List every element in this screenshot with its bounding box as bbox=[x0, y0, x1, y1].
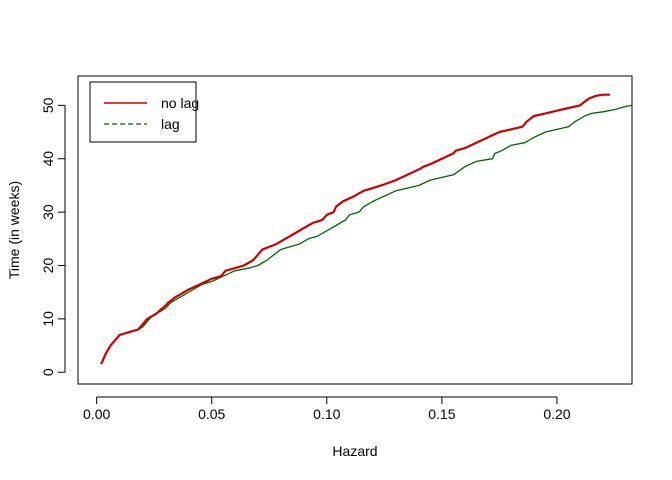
series-layer bbox=[100, 93, 632, 365]
y-tick-label: 30 bbox=[40, 204, 56, 220]
plot-frame bbox=[77, 75, 633, 385]
series-line-lag bbox=[100, 104, 632, 365]
legend: no lag lag bbox=[89, 81, 199, 143]
legend-box bbox=[89, 81, 197, 143]
y-tick-label: 50 bbox=[40, 97, 56, 113]
legend-label-lag: lag bbox=[161, 116, 180, 132]
y-tick-label: 10 bbox=[40, 311, 56, 327]
y-axis-label: Time (in weeks) bbox=[6, 181, 22, 279]
x-tick-label: 0.05 bbox=[198, 406, 225, 422]
series-line-no-lag bbox=[100, 93, 610, 365]
x-tick-label: 0.15 bbox=[428, 406, 455, 422]
x-axis-label: Hazard bbox=[332, 443, 377, 459]
y-tick-label: 0 bbox=[40, 368, 56, 376]
y-tick-label: 20 bbox=[40, 258, 56, 274]
x-tick-label: 0.10 bbox=[313, 406, 340, 422]
y-tick-label: 40 bbox=[40, 151, 56, 167]
legend-label-no-lag: no lag bbox=[161, 95, 199, 111]
axes-layer: 0.00 0.05 0.10 0.15 0.20 0 10 20 30 40 50 bbox=[40, 97, 571, 422]
x-tick-label: 0.00 bbox=[83, 406, 110, 422]
x-tick-label: 0.20 bbox=[543, 406, 570, 422]
